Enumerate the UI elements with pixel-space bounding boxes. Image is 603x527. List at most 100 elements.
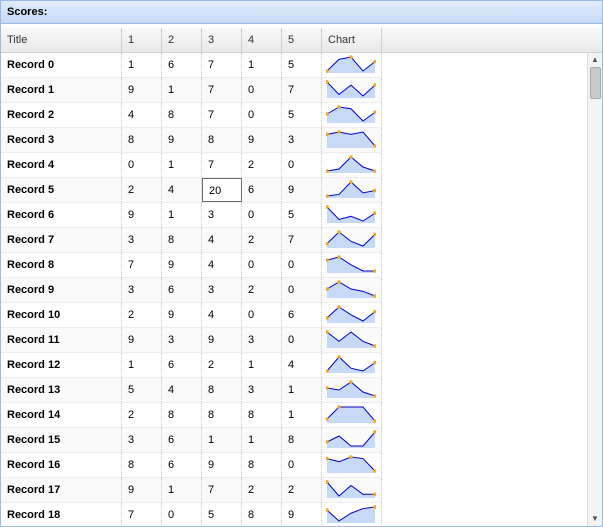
table-row[interactable]: Record 15 3 6 1 1 8 (1, 428, 382, 453)
score-cell[interactable]: 6 (162, 453, 202, 477)
score-cell[interactable]: 3 (242, 378, 282, 402)
score-cell[interactable]: 0 (282, 453, 322, 477)
score-cell[interactable]: 9 (122, 78, 162, 102)
row-title[interactable]: Record 18 (1, 503, 122, 526)
score-cell[interactable]: 3 (202, 203, 242, 227)
row-title[interactable]: Record 7 (1, 228, 122, 252)
score-cell[interactable]: 1 (282, 403, 322, 427)
score-cell[interactable]: 8 (202, 403, 242, 427)
score-cell[interactable]: 5 (282, 53, 322, 77)
score-cell[interactable]: 9 (282, 178, 322, 202)
score-cell[interactable]: 0 (242, 253, 282, 277)
column-header-3[interactable]: 3 (202, 28, 242, 52)
score-cell[interactable]: 0 (242, 103, 282, 127)
score-cell[interactable]: 4 (202, 303, 242, 327)
score-cell[interactable]: 0 (122, 153, 162, 177)
score-cell[interactable]: 7 (122, 253, 162, 277)
score-cell[interactable]: 7 (202, 478, 242, 502)
score-cell[interactable]: 8 (202, 128, 242, 152)
score-cell[interactable]: 20 (202, 178, 242, 202)
score-cell[interactable]: 6 (162, 53, 202, 77)
score-cell[interactable]: 2 (122, 178, 162, 202)
score-cell[interactable]: 9 (122, 203, 162, 227)
score-cell[interactable]: 9 (202, 453, 242, 477)
score-cell[interactable]: 9 (282, 503, 322, 526)
score-cell[interactable]: 1 (242, 428, 282, 452)
score-cell[interactable]: 0 (282, 328, 322, 352)
score-cell[interactable]: 7 (202, 78, 242, 102)
score-cell[interactable]: 4 (162, 178, 202, 202)
score-cell[interactable]: 9 (242, 128, 282, 152)
score-cell[interactable]: 1 (162, 153, 202, 177)
row-title[interactable]: Record 6 (1, 203, 122, 227)
score-cell[interactable]: 8 (122, 453, 162, 477)
score-cell[interactable]: 3 (122, 428, 162, 452)
column-header-title[interactable]: Title (1, 28, 122, 52)
score-cell[interactable]: 4 (202, 253, 242, 277)
score-cell[interactable]: 2 (122, 303, 162, 327)
score-cell[interactable]: 5 (282, 203, 322, 227)
score-cell[interactable]: 1 (162, 478, 202, 502)
score-cell[interactable]: 2 (202, 353, 242, 377)
score-cell[interactable]: 3 (282, 128, 322, 152)
score-cell[interactable]: 4 (282, 353, 322, 377)
score-cell[interactable]: 3 (162, 328, 202, 352)
score-cell[interactable]: 2 (242, 278, 282, 302)
score-cell[interactable]: 3 (122, 278, 162, 302)
column-header-5[interactable]: 5 (282, 28, 322, 52)
score-cell[interactable]: 8 (282, 428, 322, 452)
score-cell[interactable]: 3 (202, 278, 242, 302)
score-cell[interactable]: 8 (242, 403, 282, 427)
score-cell[interactable]: 7 (202, 153, 242, 177)
score-cell[interactable]: 0 (282, 253, 322, 277)
score-cell[interactable]: 1 (122, 353, 162, 377)
scrollbar-thumb[interactable] (590, 67, 601, 99)
score-cell[interactable]: 8 (162, 103, 202, 127)
score-cell[interactable]: 8 (242, 503, 282, 526)
score-cell[interactable]: 8 (162, 403, 202, 427)
row-title[interactable]: Record 13 (1, 378, 122, 402)
score-cell[interactable]: 2 (122, 403, 162, 427)
score-cell[interactable]: 6 (242, 178, 282, 202)
column-header-1[interactable]: 1 (122, 28, 162, 52)
row-title[interactable]: Record 3 (1, 128, 122, 152)
row-title[interactable]: Record 15 (1, 428, 122, 452)
row-title[interactable]: Record 14 (1, 403, 122, 427)
score-cell[interactable]: 7 (202, 103, 242, 127)
row-title[interactable]: Record 8 (1, 253, 122, 277)
row-title[interactable]: Record 11 (1, 328, 122, 352)
table-row[interactable]: Record 12 1 6 2 1 4 (1, 353, 382, 378)
row-title[interactable]: Record 0 (1, 53, 122, 77)
score-cell[interactable]: 2 (242, 153, 282, 177)
score-cell[interactable]: 1 (122, 53, 162, 77)
score-cell[interactable]: 4 (162, 378, 202, 402)
score-cell[interactable]: 9 (122, 328, 162, 352)
score-cell[interactable]: 0 (162, 503, 202, 526)
score-cell[interactable]: 9 (122, 478, 162, 502)
score-cell[interactable]: 6 (162, 278, 202, 302)
score-cell[interactable]: 4 (202, 228, 242, 252)
table-row[interactable]: Record 14 2 8 8 8 1 (1, 403, 382, 428)
table-row[interactable]: Record 13 5 4 8 3 1 (1, 378, 382, 403)
table-row[interactable]: Record 16 8 6 9 8 0 (1, 453, 382, 478)
score-cell[interactable]: 7 (202, 53, 242, 77)
score-cell[interactable]: 0 (282, 278, 322, 302)
score-cell[interactable]: 8 (202, 378, 242, 402)
score-cell[interactable]: 3 (242, 328, 282, 352)
score-cell[interactable]: 7 (282, 228, 322, 252)
score-cell[interactable]: 2 (282, 478, 322, 502)
score-cell[interactable]: 2 (242, 478, 282, 502)
score-cell[interactable]: 0 (242, 78, 282, 102)
score-cell[interactable]: 2 (242, 228, 282, 252)
score-cell[interactable]: 6 (162, 428, 202, 452)
score-cell[interactable]: 6 (162, 353, 202, 377)
score-cell[interactable]: 8 (242, 453, 282, 477)
